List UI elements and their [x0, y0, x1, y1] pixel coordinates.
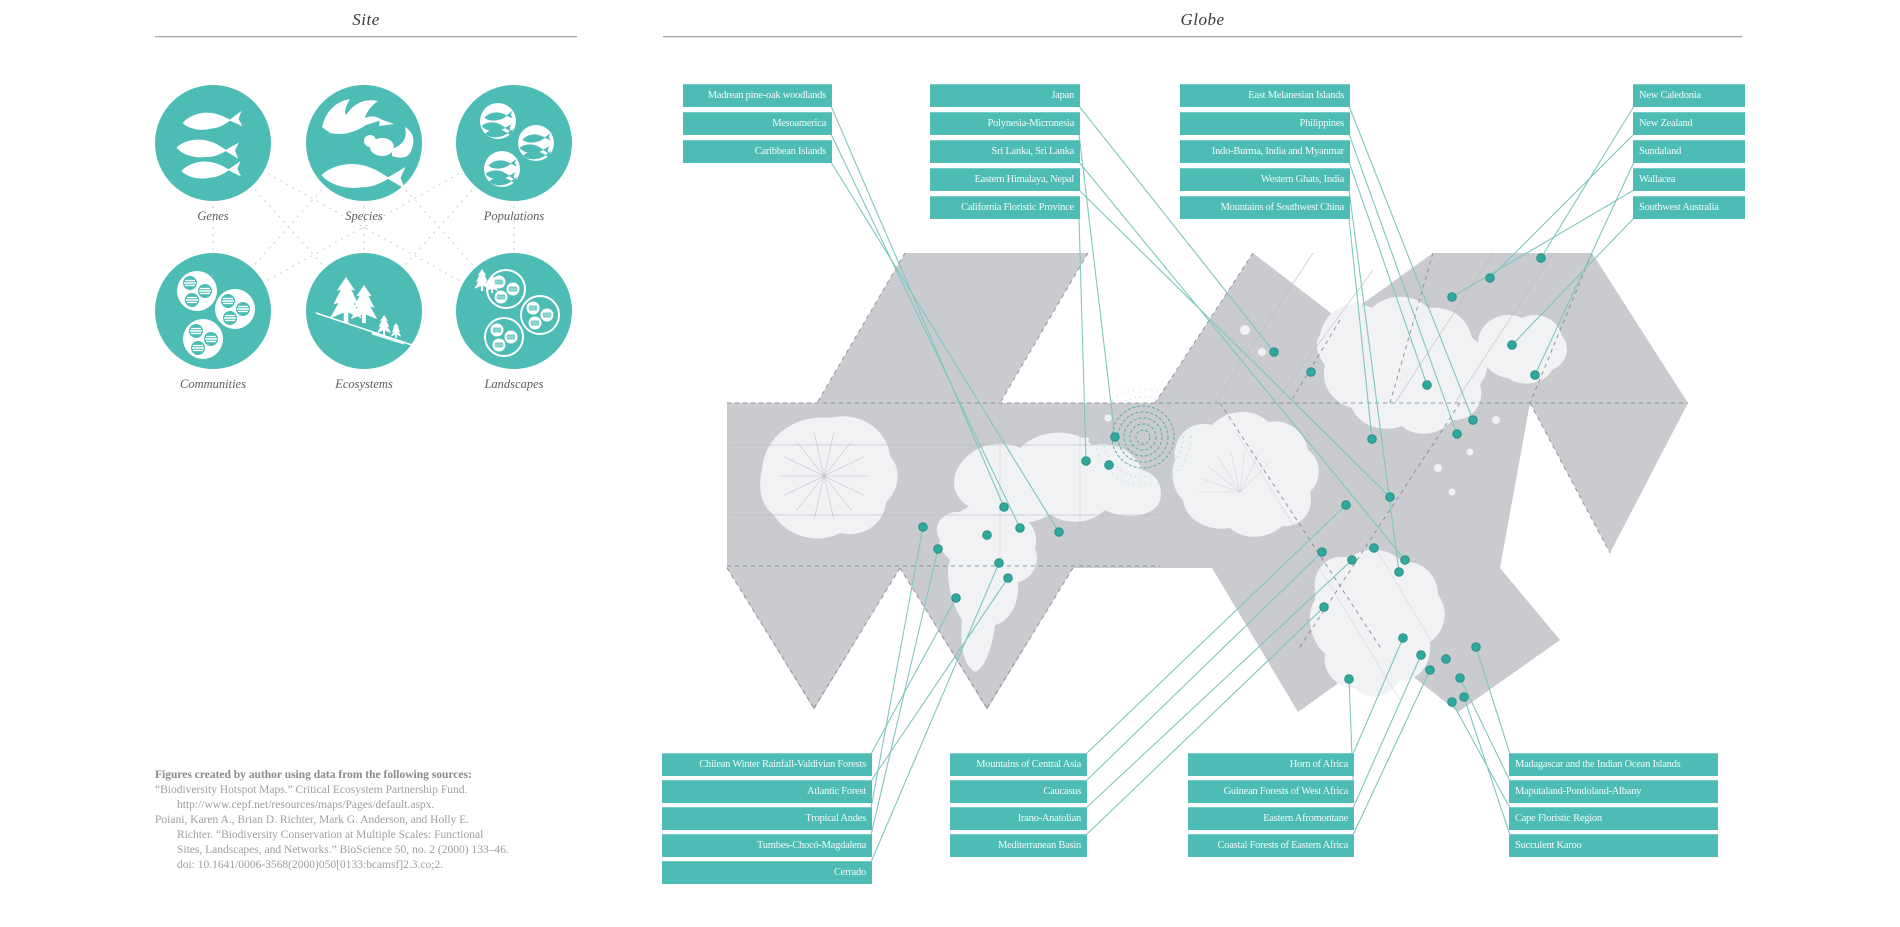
sources-heading: Figures created by author using data fro…	[155, 769, 472, 781]
source-citation-line: http://www.cepf.net/resources/maps/Pages…	[177, 799, 435, 811]
hotspot-label: Western Ghats, India	[1180, 168, 1350, 191]
source-citation-line: Sites, Landscapes, and Networks.” BioSci…	[177, 844, 509, 856]
polar-radial-lines	[780, 433, 1270, 519]
site-icon-label: Species	[345, 209, 383, 223]
hotspot-label: Sundaland	[1633, 140, 1745, 163]
hotspot-label: Japan	[930, 84, 1080, 107]
hotspot-label: Coastal Forests of Eastern Africa	[1188, 834, 1354, 857]
communities-icon	[155, 253, 271, 369]
hotspot-label: Tropical Andes	[662, 807, 872, 830]
genes-icon	[155, 85, 271, 201]
hotspot-label: Mesoamerica	[683, 112, 832, 135]
site-icon-label: Genes	[197, 209, 229, 223]
fold-edge-dashes	[726, 252, 1688, 709]
generated-lines-and-dots	[212, 105, 1635, 863]
landscapes-icon	[456, 253, 572, 369]
site-section-header: Site	[155, 10, 577, 37]
site-icon-label: Landscapes	[484, 377, 544, 391]
hotspot-label: New Zealand	[1633, 112, 1745, 135]
species-icon	[306, 85, 422, 201]
hotspot-label: Atlantic Forest	[662, 780, 872, 803]
hotspot-label: Caucasus	[950, 780, 1087, 803]
hotspot-label: Mountains of Southwest China	[1180, 196, 1350, 219]
site-icon-label: Ecosystems	[335, 377, 393, 391]
hotspot-label: Madrean pine-oak woodlands	[683, 84, 832, 107]
hotspot-label: Mediterranean Basin	[950, 834, 1087, 857]
site-icon-label: Populations	[483, 209, 545, 223]
globe-title: Globe	[1180, 10, 1225, 29]
hotspot-label: Southwest Australia	[1633, 196, 1745, 219]
hotspot-label: Philippines	[1180, 112, 1350, 135]
sources-block: Figures created by author using data fro…	[155, 768, 575, 873]
site-rule	[155, 36, 577, 37]
populations-icon	[456, 85, 572, 201]
hotspot-label: Horn of Africa	[1188, 753, 1354, 776]
hotspot-label: Irano-Anatolian	[950, 807, 1087, 830]
site-title: Site	[352, 10, 380, 29]
hotspot-label: Madagascar and the Indian Ocean Islands	[1509, 753, 1718, 776]
hotspot-label: Eastern Afromontane	[1188, 807, 1354, 830]
globe-rule	[663, 36, 1742, 37]
hotspot-label: Caribbean Islands	[683, 140, 832, 163]
hotspot-label: Maputaland-Pondoland-Albany	[1509, 780, 1718, 803]
site-icon-label: Communities	[180, 377, 246, 391]
hotspot-label: Polynesia-Micronesia	[930, 112, 1080, 135]
ecosystems-icon	[306, 253, 422, 369]
hotspot-label: Wallacea	[1633, 168, 1745, 191]
hotspot-label: New Caledonia	[1633, 84, 1745, 107]
hotspot-label: Cerrado	[662, 861, 872, 884]
hotspot-label: Mountains of Central Asia	[950, 753, 1087, 776]
source-citation-line: doi: 10.1641/0006-3568(2000)050[0133:bca…	[177, 859, 444, 871]
source-citation-line: Poiani, Karen A., Brian D. Richter, Mark…	[155, 814, 470, 826]
hotspot-label: Cape Floristic Region	[1509, 807, 1718, 830]
globe-section-header: Globe	[663, 10, 1742, 37]
sources-lines: “Biodiversity Hotspot Maps.” Critical Ec…	[155, 783, 575, 873]
source-citation-line: Richter. “Biodiversity Conservation at M…	[177, 829, 484, 841]
hotspot-label: Sri Lanka, Sri Lanka	[930, 140, 1080, 163]
hotspot-label: Succulent Karoo	[1509, 834, 1718, 857]
hotspot-label: Indo-Burma, India and Myanmar	[1180, 140, 1350, 163]
hotspot-label: East Melanesian Islands	[1180, 84, 1350, 107]
hotspot-label: Guinean Forests of West Africa	[1188, 780, 1354, 803]
hotspot-label: Tumbes-Chocó-Magdalena	[662, 834, 872, 857]
source-citation-line: “Biodiversity Hotspot Maps.” Critical Ec…	[155, 784, 468, 796]
hotspot-label: Chilean Winter Rainfall-Valdivian Forest…	[662, 753, 872, 776]
hotspot-label: Eastern Himalaya, Nepal	[930, 168, 1080, 191]
hotspot-label: California Floristic Province	[930, 196, 1080, 219]
